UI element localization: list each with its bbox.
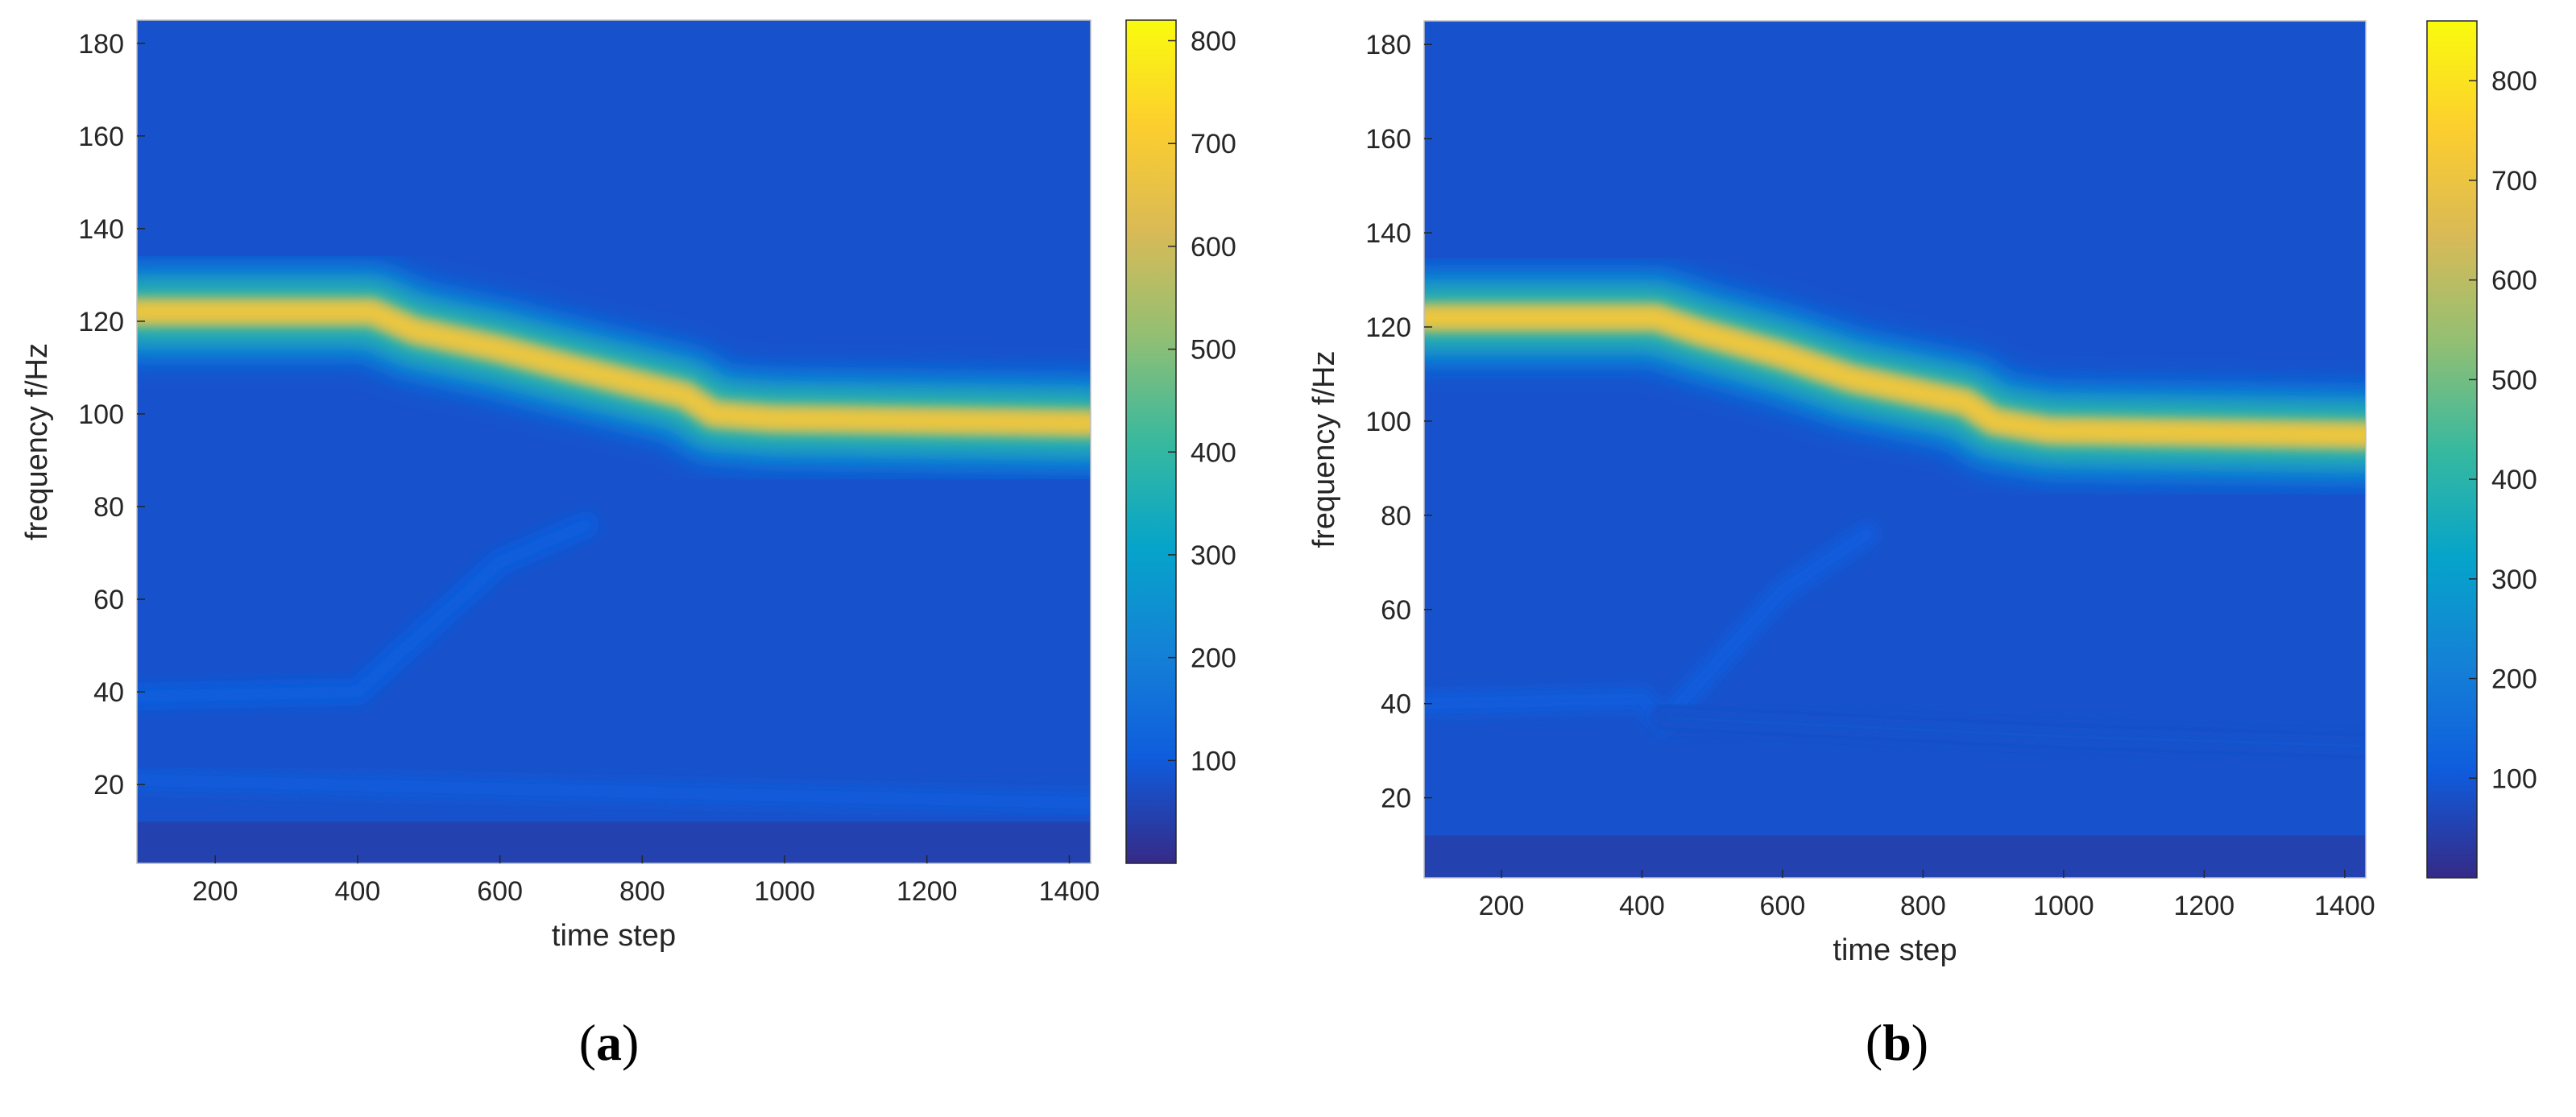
y-tick-label: 100 [1365, 407, 1411, 437]
colorbar-tick-label: 800 [1191, 27, 1236, 57]
ridge-dominant-layer-4 [1424, 310, 2366, 443]
colorbar-frame [2426, 20, 2478, 879]
x-tick-label: 1000 [2033, 891, 2094, 921]
x-tick-label: 600 [477, 876, 523, 907]
x-tick-label: 1200 [897, 876, 958, 907]
panel-b: 200 400 600 800 1000 1200 1400 20 40 60 80 100 120 14… [1288, 0, 2576, 1117]
y-axis-label: frequency f/Hz [20, 343, 54, 540]
y-tick-label: 160 [1365, 124, 1411, 155]
x-tick-label: 1000 [754, 876, 815, 907]
spectrogram-a: 200 400 600 800 1000 1200 1400 20 40 60 80 100 120 14… [20, 19, 1236, 953]
caption-b: (b) [1865, 1014, 1929, 1071]
colorbar-tick-label: 600 [2491, 266, 2537, 296]
y-tick-label: 180 [1365, 30, 1411, 60]
caption-a: (a) [578, 1014, 640, 1071]
ridge-low-layer-1 [137, 519, 591, 702]
y-tick-label: 180 [78, 29, 124, 60]
x-tick-label: 600 [1760, 891, 1806, 921]
y-tick-label: 80 [93, 492, 124, 523]
colorbar-tick-label: 700 [1191, 129, 1236, 159]
heatmap-lowband [137, 821, 1091, 863]
colorbar-tick-label: 200 [2491, 664, 2537, 695]
y-tick-label: 20 [1381, 784, 1411, 814]
x-tick-label: 400 [335, 876, 381, 907]
colorbar-tick-label: 300 [1191, 540, 1236, 571]
ridge-base-layer-1 [137, 774, 1091, 809]
y-tick-label: 120 [1365, 312, 1411, 343]
colorbar-tick-label: 500 [1191, 335, 1236, 366]
x-tick-label: 1400 [1039, 876, 1100, 907]
x-tick-label: 1400 [2314, 891, 2375, 921]
plot-frame [136, 19, 1091, 864]
colorbar [1126, 20, 1176, 863]
ridge-dominant-layer-4 [137, 304, 1091, 431]
panel-a: 200 400 600 800 1000 1200 1400 20 40 60 80 100 120 14… [20, 19, 1236, 1071]
colorbar-tick-label: 600 [1191, 232, 1236, 263]
y-tick-label: 60 [1381, 595, 1411, 626]
colorbar-tick-label: 400 [2491, 465, 2537, 495]
colorbar-tick-label: 700 [2491, 166, 2537, 197]
colorbar-frame [1125, 19, 1177, 864]
y-tick-label: 60 [93, 585, 124, 615]
caption-a-letter: a [596, 1014, 622, 1071]
spectrogram-b: 200 400 600 800 1000 1200 1400 20 40 60 80 100 120 14… [1307, 20, 2537, 967]
x-axis-label: time step [552, 919, 676, 953]
x-tick-label: 200 [193, 876, 238, 907]
y-tick-label: 20 [93, 770, 124, 801]
colorbar-tick-label: 300 [2491, 565, 2537, 595]
y-tick-label: 40 [93, 677, 124, 708]
x-tick-label: 800 [1900, 891, 1946, 921]
heatmap-area [137, 20, 1091, 863]
colorbar-tick-label: 500 [2491, 365, 2537, 395]
plot-frame [1423, 20, 2367, 879]
y-tick-label: 160 [78, 122, 124, 152]
y-tick-label: 140 [1365, 218, 1411, 249]
y-tick-label: 140 [78, 214, 124, 245]
x-axis-label: time step [1833, 933, 1957, 967]
heatmap-lowband [1424, 835, 2366, 878]
x-tick-label: 200 [1479, 891, 1525, 921]
colorbar-tick-label: 100 [2491, 763, 2537, 794]
y-axis-label: frequency f/Hz [1307, 351, 1341, 548]
y-tick-label: 80 [1381, 501, 1411, 532]
colorbar-tick-label: 400 [1191, 437, 1236, 468]
x-tick-label: 800 [619, 876, 665, 907]
x-tick-label: 400 [1619, 891, 1665, 921]
y-tick-label: 120 [78, 307, 124, 337]
caption-b-letter: b [1882, 1014, 1911, 1071]
colorbar-tick-label: 200 [1191, 643, 1236, 674]
colorbar-tick-label: 800 [2491, 66, 2537, 97]
heatmap-area [1424, 21, 2366, 878]
y-tick-label: 100 [78, 399, 124, 430]
ridge-low2-layer-1 [1657, 712, 2366, 752]
x-tick-label: 1200 [2174, 891, 2235, 921]
colorbar [2427, 21, 2477, 878]
colorbar-tick-label: 100 [1191, 746, 1236, 776]
y-tick-label: 40 [1381, 689, 1411, 720]
